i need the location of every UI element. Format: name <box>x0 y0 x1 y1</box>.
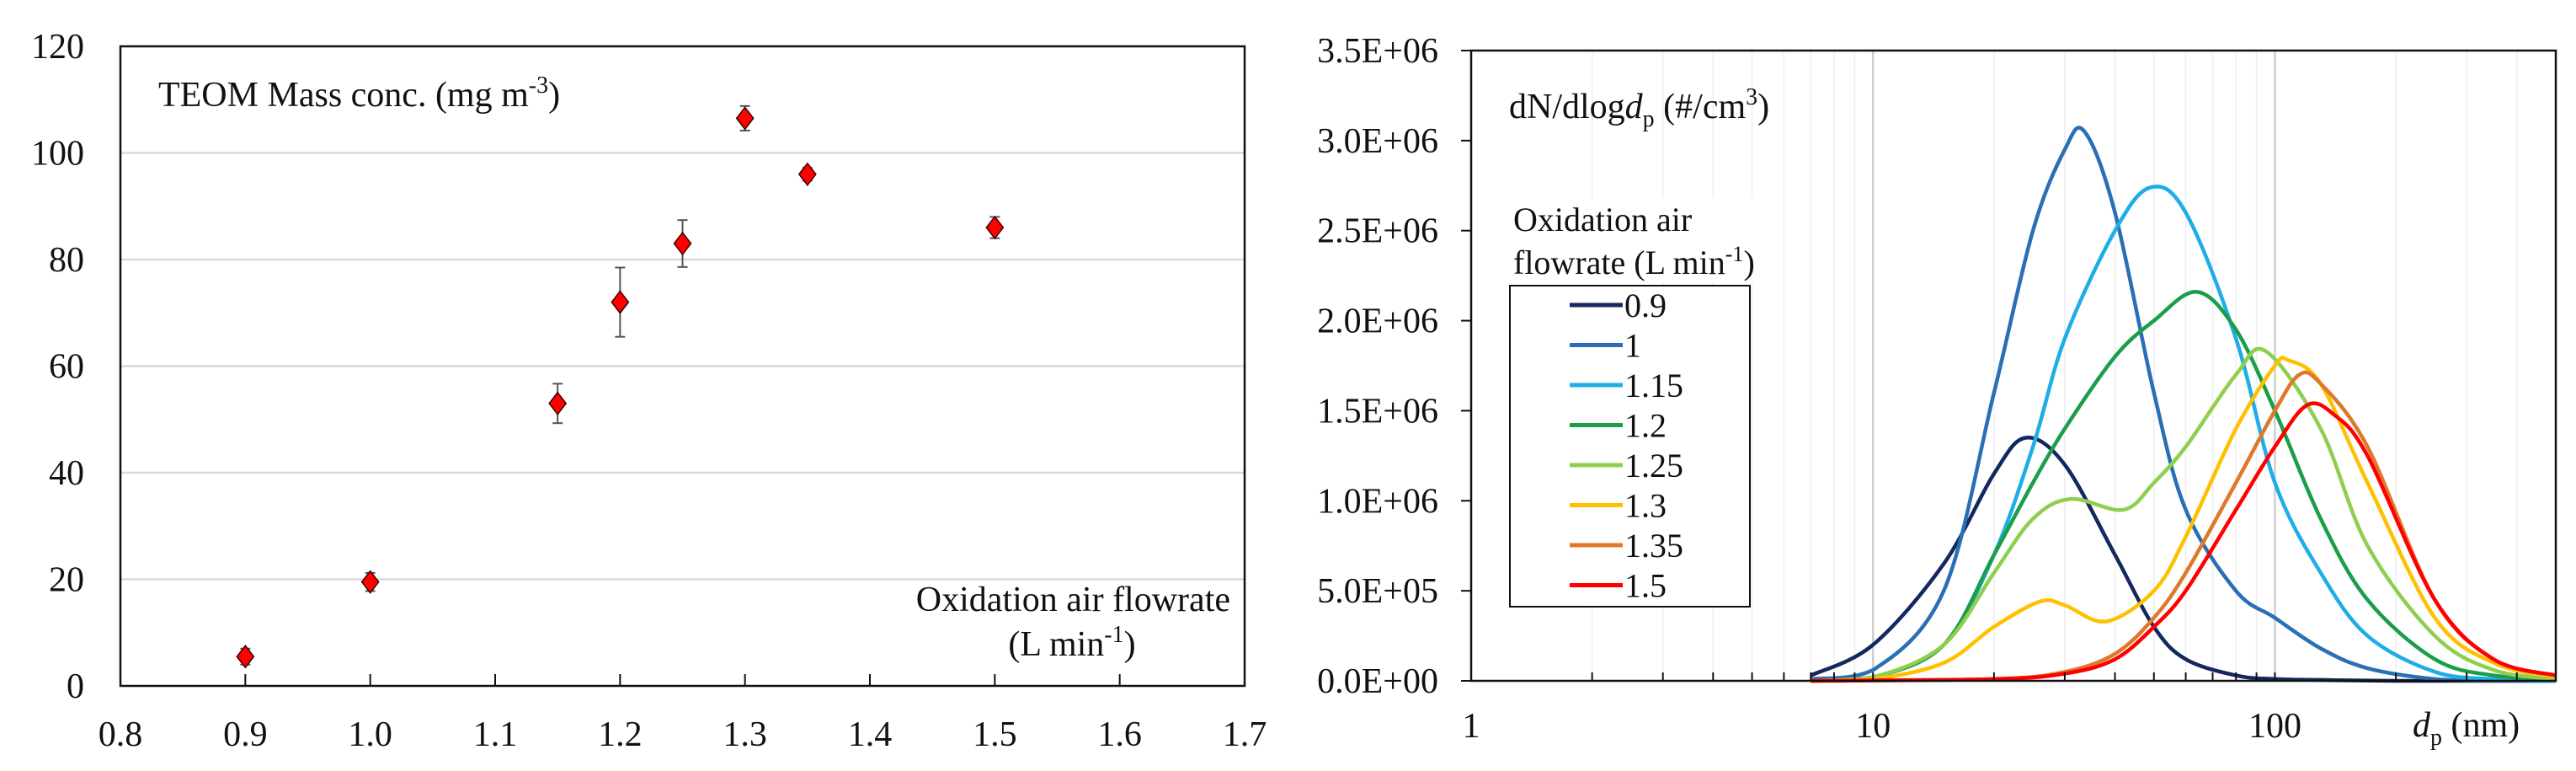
data-point <box>673 219 692 268</box>
diamond-marker <box>236 644 255 669</box>
legend-label: 0.9 <box>1624 286 1667 324</box>
size-distribution-chart: 1 10 100 0.0E+00 5.0E+05 1.0E+06 1.5E+06 2.0E+0… <box>1317 32 2557 751</box>
series-line-1-15 <box>1811 185 2557 683</box>
diamond-marker <box>611 290 630 314</box>
y-tick-label: 0.0E+00 <box>1317 662 1438 701</box>
x-tick-label: 1.4 <box>848 715 893 754</box>
x-tick-label: 0.8 <box>99 715 143 754</box>
legend-box <box>1509 285 1751 608</box>
data-point <box>548 383 568 425</box>
right-axes: 1 10 100 0.0E+00 5.0E+05 1.0E+06 1.5E+06 2.0E+0… <box>1317 32 2557 746</box>
legend-label: 1.2 <box>1624 407 1667 445</box>
x-tick-label: 10 <box>1855 707 1891 746</box>
legend-item: 1.25 <box>1570 447 1683 485</box>
right-chart-title: dN/dlogdp (#/cm3) <box>1509 84 1769 132</box>
series-line-1-25 <box>1811 346 2557 683</box>
mass-concentration-chart: 0 20 40 60 80 100 120 0.8 0.9 1.0 1.1 1.2 1.3 1.4 1.5 1… <box>31 28 1267 754</box>
legend-item: 1.5 <box>1570 567 1667 605</box>
y-tick-label: 1.0E+06 <box>1317 482 1438 521</box>
series-line-1-5 <box>1811 401 2557 683</box>
data-point <box>797 162 817 187</box>
left-data-points <box>236 104 1005 669</box>
legend-label: 1.3 <box>1624 487 1667 525</box>
x-tick-label: 1.2 <box>598 715 643 754</box>
series-line-1-3 <box>1811 356 2557 683</box>
y-tick-label: 3.5E+06 <box>1317 32 1438 71</box>
plot-frame <box>1469 49 2557 683</box>
x-tick-label: 1.7 <box>1223 715 1267 754</box>
diamond-marker <box>735 106 755 131</box>
right-series-lines <box>1810 126 2557 683</box>
series-line-1 <box>1810 126 2556 683</box>
legend: 0.911.151.21.251.31.351.5 <box>1509 285 1751 608</box>
x-tick-label: 0.9 <box>223 715 268 754</box>
left-x-axis-label-line1: Oxidation air flowrate <box>916 581 1230 619</box>
x-tick-label: 1.5 <box>973 715 1017 754</box>
diamond-marker <box>985 215 1005 240</box>
x-tick-label: 1 <box>1463 707 1480 746</box>
x-tick-label: 1.0 <box>348 715 392 754</box>
diamond-marker <box>797 162 817 187</box>
left-gridlines <box>120 152 1245 581</box>
right-x-axis-label: dp (nm) <box>2413 706 2520 751</box>
legend-label: 1.25 <box>1624 447 1683 485</box>
series-line-1-2 <box>1811 290 2557 683</box>
y-tick-label: 3.0E+06 <box>1317 122 1438 161</box>
x-tick-label: 100 <box>2248 707 2301 746</box>
data-point <box>360 570 380 594</box>
legend-label: 1.5 <box>1624 567 1667 605</box>
legend-label: 1.35 <box>1624 527 1683 565</box>
data-point <box>735 104 755 131</box>
data-point <box>985 215 1005 240</box>
y-tick-label: 80 <box>49 241 84 280</box>
legend-item: 0.9 <box>1570 286 1667 324</box>
y-tick-label: 40 <box>49 454 84 493</box>
plot-frame <box>119 45 1246 688</box>
legend-label: 1.15 <box>1624 367 1683 404</box>
legend-title-background <box>1507 198 1760 282</box>
data-point <box>611 266 630 338</box>
diamond-marker <box>673 231 692 256</box>
legend-item: 1.15 <box>1570 367 1683 404</box>
x-tick-label: 1.6 <box>1097 715 1142 754</box>
left-x-axis-label-line2: (L min-1) <box>1008 622 1135 664</box>
x-tick-label: 1.3 <box>723 715 767 754</box>
y-tick-label: 5.0E+05 <box>1317 572 1438 611</box>
legend-item: 1.3 <box>1570 487 1667 525</box>
y-tick-label: 2.5E+06 <box>1317 212 1438 251</box>
left-axes: 0 20 40 60 80 100 120 0.8 0.9 1.0 1.1 1.2 1.3 1.4 1.5 1… <box>31 28 1267 754</box>
legend-item: 1 <box>1570 327 1641 365</box>
x-tick-label: 1.1 <box>473 715 518 754</box>
y-tick-label: 2.0E+06 <box>1317 303 1438 341</box>
y-tick-label: 120 <box>31 28 84 67</box>
legend-item: 1.35 <box>1570 527 1683 565</box>
left-chart-title: TEOM Mass conc. (mg m-3) <box>158 72 560 115</box>
y-tick-label: 1.5E+06 <box>1317 392 1438 431</box>
legend-title-line1: Oxidation air <box>1513 201 1692 238</box>
legend-title-line2: flowrate (L min-1) <box>1513 242 1755 281</box>
diamond-marker <box>360 570 380 594</box>
legend-label: 1 <box>1624 327 1641 365</box>
y-tick-label: 60 <box>49 348 84 387</box>
y-tick-label: 100 <box>31 135 84 174</box>
diamond-marker <box>548 391 568 416</box>
y-tick-label: 20 <box>49 561 84 600</box>
legend-item: 1.2 <box>1570 407 1667 445</box>
data-point <box>236 644 255 669</box>
series-line-1-35 <box>1811 370 2557 683</box>
y-tick-label: 0 <box>67 667 84 706</box>
